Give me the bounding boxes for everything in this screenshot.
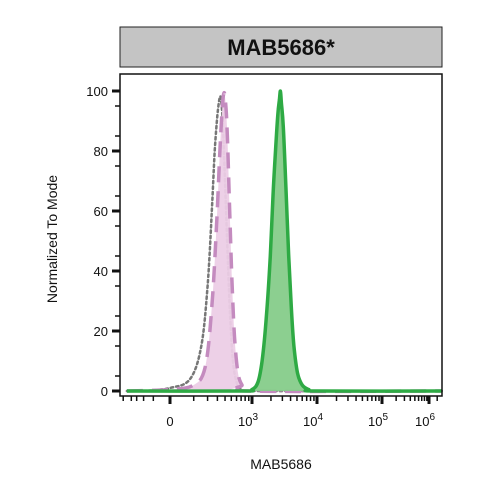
x-tick-label: 104 (303, 412, 323, 429)
series-line (126, 89, 443, 393)
y-axis-ticks: 0 20 40 60 80 100 (86, 84, 120, 399)
title-banner: MAB5686* (119, 26, 443, 68)
x-tick-label: 106 (415, 412, 435, 429)
x-tick-label: 105 (368, 412, 388, 429)
y-tick-label: 60 (94, 204, 108, 219)
mab5686-stained-curve (126, 89, 443, 393)
x-tick-label: 0 (166, 414, 173, 429)
secondary-control-curve (126, 90, 443, 394)
x-tick-label: 103 (238, 412, 258, 429)
y-tick-label: 20 (94, 324, 108, 339)
x-axis-label: MAB5686 (250, 456, 312, 472)
y-tick-label: 100 (86, 84, 108, 99)
chart-title: MAB5686* (227, 35, 335, 60)
y-axis-label: Normalized To Mode (44, 175, 60, 303)
y-tick-label: 40 (94, 264, 108, 279)
y-tick-label: 0 (101, 384, 108, 399)
series-fill (126, 90, 443, 392)
axes (119, 73, 443, 397)
series-layer (125, 89, 444, 394)
title-box (119, 26, 443, 68)
x-axis-ticks: 0 103 104 105 106 (122, 396, 438, 429)
plot-frame (119, 73, 443, 397)
y-tick-label: 80 (94, 144, 108, 159)
series-line (126, 90, 443, 394)
